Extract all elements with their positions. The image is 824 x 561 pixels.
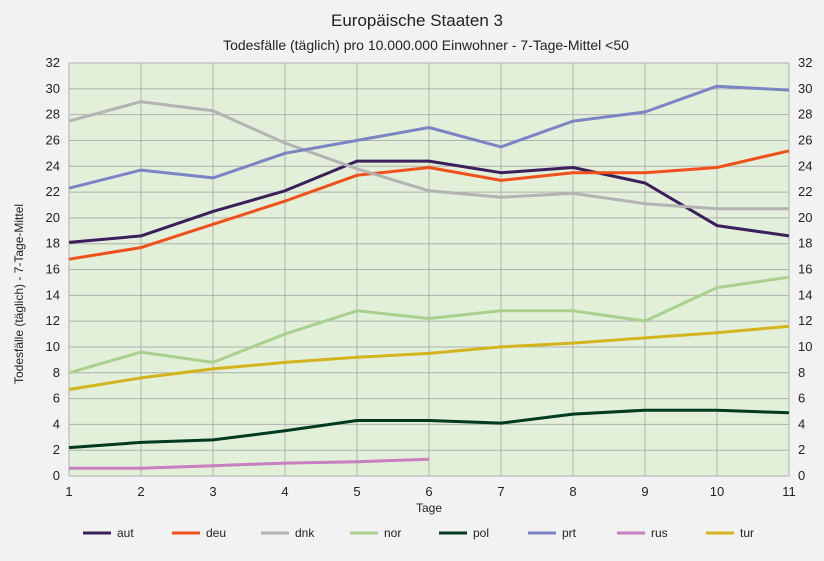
x-tick-label: 4: [281, 484, 288, 499]
y-tick-label: 24: [46, 158, 60, 173]
y-tick-label-right: 12: [798, 313, 812, 328]
legend-item-dnk: dnk: [261, 526, 315, 540]
y-tick-label-right: 22: [798, 184, 812, 199]
y-tick-label: 0: [53, 468, 60, 483]
legend-label: prt: [562, 526, 577, 540]
series-line-rus: [69, 457, 430, 470]
legend-label: nor: [384, 526, 401, 540]
y-tick-label-right: 2: [798, 442, 805, 457]
x-tick-label: 9: [641, 484, 648, 499]
legend-label: dnk: [295, 526, 315, 540]
y-tick-label: 16: [46, 262, 60, 277]
legend-item-tur: tur: [706, 526, 754, 540]
x-tick-label: 6: [425, 484, 432, 499]
y-tick-label: 18: [46, 236, 60, 251]
series-line-dnk: [68, 100, 789, 211]
legend-label: deu: [206, 526, 226, 540]
series-line-aut: [68, 159, 790, 244]
legend-label: tur: [740, 526, 754, 540]
y-tick-label: 20: [46, 210, 60, 225]
y-tick-label: 12: [46, 313, 60, 328]
series-line-tur: [68, 324, 790, 391]
series-line-nor: [68, 275, 790, 375]
legend-item-prt: prt: [528, 526, 577, 540]
x-axis: 1 2 3 4 5 6 7 8 9 10 11: [65, 484, 795, 499]
legend-item-aut: aut: [83, 526, 134, 540]
x-tick-label: 1: [65, 484, 72, 499]
y-tick-label-right: 6: [798, 391, 805, 406]
legend-item-deu: deu: [172, 526, 226, 540]
y-tick-label: 8: [53, 365, 60, 380]
y-tick-label: 10: [46, 339, 60, 354]
y-tick-label-right: 4: [798, 416, 805, 431]
y-tick-label: 2: [53, 442, 60, 457]
y-tick-label-right: 30: [798, 81, 812, 96]
y-tick-label-right: 20: [798, 210, 812, 225]
chart-title: Europäische Staaten 3: [331, 11, 503, 30]
plot-area: [68, 62, 790, 477]
y-tick-label: 30: [46, 81, 60, 96]
legend-label: rus: [651, 526, 668, 540]
x-tick-label: 2: [137, 484, 144, 499]
y-tick-label: 28: [46, 107, 60, 122]
chart-subtitle: Todesfälle (täglich) pro 10.000.000 Einw…: [223, 37, 629, 53]
x-tick-label: 10: [710, 484, 724, 499]
x-tick-label: 11: [782, 484, 796, 499]
y-tick-label: 32: [46, 55, 60, 70]
y-tick-label: 14: [46, 287, 60, 302]
y-tick-label-right: 24: [798, 158, 812, 173]
y-tick-label-right: 8: [798, 365, 805, 380]
series-line-pol: [68, 408, 790, 450]
y-tick-label: 22: [46, 184, 60, 199]
y-tick-label-right: 0: [798, 468, 805, 483]
legend-item-pol: pol: [439, 526, 489, 540]
legend-item-rus: rus: [617, 526, 668, 540]
x-tick-label: 8: [569, 484, 576, 499]
y-tick-label: 26: [46, 132, 60, 147]
y-axis-label: Todesfälle (täglich) - 7-Tage-Mittel: [12, 204, 26, 384]
y-tick-label-right: 18: [798, 236, 812, 251]
series-lines: [68, 84, 790, 470]
legend-label: aut: [117, 526, 134, 540]
legend: aut deu dnk nor pol prt rus tur: [83, 526, 754, 540]
y-tick-label-right: 32: [798, 55, 812, 70]
y-tick-label-right: 10: [798, 339, 812, 354]
series-line-deu: [68, 149, 790, 261]
x-axis-label: Tage: [416, 501, 442, 515]
legend-item-nor: nor: [350, 526, 401, 540]
x-tick-label: 3: [209, 484, 216, 499]
y-tick-label: 6: [53, 391, 60, 406]
y-tick-label: 4: [53, 416, 60, 431]
legend-label: pol: [473, 526, 489, 540]
x-tick-label: 7: [497, 484, 504, 499]
y-tick-label-right: 16: [798, 262, 812, 277]
y-tick-label-right: 26: [798, 132, 812, 147]
x-tick-label: 5: [353, 484, 360, 499]
y-tick-label-right: 28: [798, 107, 812, 122]
y-tick-label-right: 14: [798, 287, 812, 302]
series-line-prt: [68, 84, 790, 190]
